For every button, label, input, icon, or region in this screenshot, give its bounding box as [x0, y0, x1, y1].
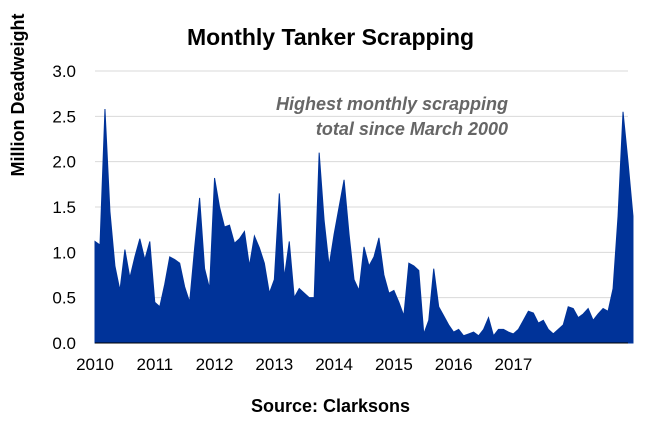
x-tick-label: 2016: [435, 355, 473, 374]
y-tick-label: 2.0: [52, 153, 76, 172]
x-tick-label: 2017: [495, 355, 533, 374]
x-tick-label: 2014: [315, 355, 353, 374]
chart-title: Monthly Tanker Scrapping: [186, 24, 475, 50]
x-tick-label: 2011: [136, 355, 173, 374]
y-tick-label: 1.0: [52, 243, 76, 262]
source-note: Source: Clarksons: [250, 396, 411, 416]
x-tick-label: 2015: [375, 355, 413, 374]
x-tick-label: 2012: [196, 355, 234, 374]
annotation-line-2: total since March 2000: [316, 119, 508, 139]
y-tick-label: 3.0: [52, 62, 76, 81]
y-tick-label: 2.5: [52, 107, 76, 126]
x-tick-label: 2013: [255, 355, 293, 374]
x-tick-label: 2010: [76, 355, 114, 374]
y-tick-label: 0.5: [52, 289, 76, 308]
series-area: [94, 109, 634, 344]
y-tick-labels: 0.0 0.5 1.0 1.5 2.0 2.5 3.0: [52, 62, 76, 353]
y-tick-label: 0.0: [52, 334, 76, 353]
x-tick-labels: 2010 2011 2012 2013 2014 2015 2016 2017: [76, 355, 532, 374]
annotation-line-1: Highest monthly scrapping: [276, 94, 508, 114]
y-tick-label: 1.5: [52, 198, 76, 217]
